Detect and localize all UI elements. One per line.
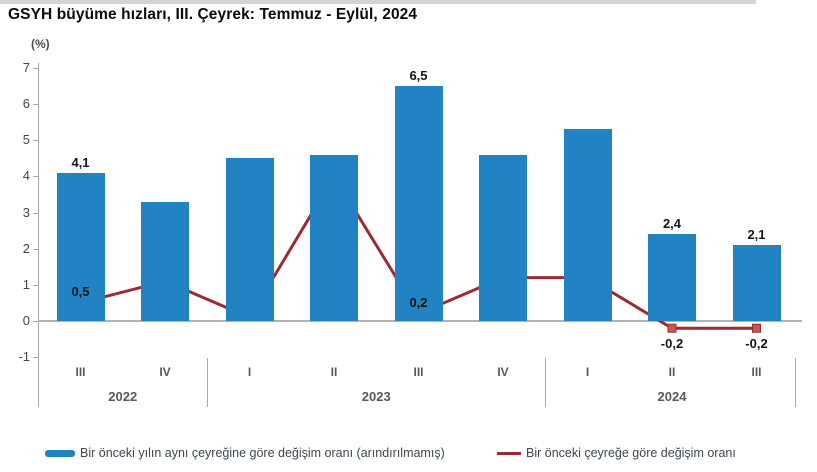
line-value-label: -0,2: [745, 336, 768, 352]
legend-bar-label: Bir önceki yılın aynı çeyreğine göre değ…: [80, 446, 445, 460]
y-tick-label: 7: [22, 60, 30, 76]
page-title: GSYH büyüme hızları, III. Çeyrek: Temmuz…: [8, 6, 418, 23]
x-quarter-label: II: [330, 365, 338, 379]
x-quarter-label: IV: [159, 365, 171, 379]
y-axis-unit-label: (%): [31, 37, 50, 51]
x-year-label: 2022: [108, 389, 138, 404]
y-axis-line: [38, 63, 39, 407]
bar-value-label: 4,1: [71, 154, 90, 170]
y-tick-label: 5: [22, 132, 30, 148]
line-value-label: -0,2: [660, 336, 684, 352]
x-quarter-label: II: [668, 365, 676, 379]
legend-line-label: Bir önceki çeyreğe göre değişim oranı: [526, 446, 736, 460]
line-marker: [752, 323, 761, 333]
x-quarter-label: I: [585, 365, 590, 379]
y-tick-mark: [33, 357, 38, 359]
bar-value-label: 2,1: [747, 227, 766, 243]
y-tick-mark: [33, 68, 38, 70]
y-tick-mark: [33, 248, 38, 250]
year-group-separator: [545, 358, 547, 407]
bar-II-3: [310, 154, 358, 321]
y-tick-label: 4: [22, 168, 30, 184]
line-value-label: 0,5: [71, 283, 90, 299]
x-year-label: 2024: [657, 389, 687, 404]
y-tick-mark: [33, 321, 38, 322]
bar-value-label: 2,4: [662, 216, 682, 232]
bar-III-0: [56, 172, 105, 321]
y-tick-label: 3: [22, 204, 30, 220]
y-tick-label: 2: [22, 240, 30, 256]
y-tick-mark: [33, 176, 38, 178]
bar-III-8: [732, 245, 781, 321]
legend-line-swatch: [497, 452, 521, 455]
y-tick-label: 1: [22, 276, 30, 292]
y-tick-label: 6: [22, 96, 30, 112]
year-group-separator: [795, 358, 796, 407]
line-value-label: 0,2: [409, 294, 428, 310]
bar-I-2: [225, 158, 274, 321]
bar-value-label: 6,5: [409, 68, 428, 84]
x-quarter-label: III: [751, 365, 762, 379]
bar-IV-1: [141, 201, 189, 321]
y-tick-label: 0: [22, 313, 30, 328]
bar-III-4: [394, 86, 443, 321]
x-quarter-label: III: [413, 365, 424, 379]
bar-I-6: [563, 129, 612, 321]
y-tick-mark: [33, 212, 38, 214]
bar-II-7: [648, 234, 696, 321]
legend-bar-swatch: [45, 450, 75, 457]
x-quarter-label: III: [75, 365, 86, 379]
x-quarter-label: IV: [497, 365, 509, 379]
x-quarter-label: I: [247, 365, 252, 379]
x-year-label: 2023: [361, 389, 391, 404]
line-marker: [667, 323, 677, 333]
y-tick-mark: [33, 284, 38, 286]
y-tick-label: -1: [18, 349, 30, 365]
y-tick-mark: [33, 104, 38, 106]
y-tick-mark: [33, 140, 38, 142]
bar-IV-5: [479, 154, 527, 321]
top-divider: [0, 0, 756, 4]
year-group-separator: [207, 358, 209, 407]
